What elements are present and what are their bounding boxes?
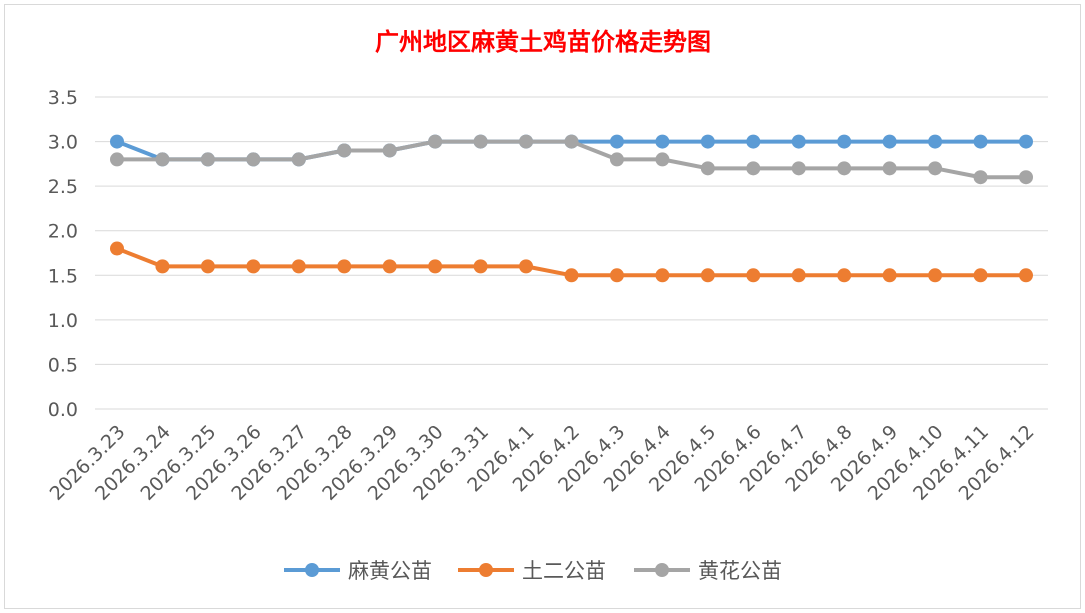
- data-point: [1019, 170, 1033, 185]
- data-point: [564, 268, 579, 283]
- data-point: [382, 143, 397, 158]
- data-point: [110, 152, 124, 167]
- data-point: [564, 134, 579, 149]
- chart-area: [4, 4, 1081, 609]
- data-point: [1019, 268, 1033, 283]
- y-tick-label: 3.5: [48, 87, 78, 109]
- data-point: [609, 152, 624, 167]
- data-point: [837, 161, 852, 176]
- y-axis-ticks: 0.0 0.5 1.0 1.5 2.0 2.5 3.0 3.5: [48, 87, 78, 421]
- data-point: [110, 241, 124, 256]
- data-point: [746, 268, 761, 283]
- chart-title: 广州地区麻黄土鸡苗价格走势图: [375, 27, 711, 56]
- data-point: [700, 134, 715, 149]
- data-point: [609, 268, 624, 283]
- y-tick-label: 3.0: [48, 132, 78, 154]
- data-point: [473, 134, 488, 149]
- legend-label: 黄花公苗: [698, 559, 782, 583]
- x-axis-ticks: 2026.3.232026.3.242026.3.252026.3.262026…: [46, 421, 1039, 505]
- data-point: [200, 152, 215, 167]
- data-point: [519, 134, 534, 149]
- legend-marker: [305, 563, 319, 577]
- data-point: [519, 259, 534, 274]
- data-point: [882, 161, 897, 176]
- data-point: [155, 152, 170, 167]
- data-point: [973, 170, 988, 185]
- data-point: [928, 161, 943, 176]
- legend-item: 黄花公苗: [634, 559, 782, 583]
- data-point: [882, 268, 897, 283]
- data-point: [382, 259, 397, 274]
- data-point: [428, 134, 443, 149]
- data-point: [655, 152, 670, 167]
- data-point: [655, 134, 670, 149]
- legend-marker: [655, 563, 669, 577]
- data-point: [746, 161, 761, 176]
- data-point: [746, 134, 761, 149]
- data-point: [791, 134, 806, 149]
- data-point: [337, 143, 352, 158]
- legend-item: 麻黄公苗: [284, 559, 432, 583]
- data-point: [837, 134, 852, 149]
- data-point: [791, 161, 806, 176]
- data-point: [791, 268, 806, 283]
- data-point: [246, 259, 261, 274]
- data-point: [928, 268, 943, 283]
- data-point: [155, 259, 170, 274]
- data-point: [246, 152, 261, 167]
- data-point: [609, 134, 624, 149]
- series-group: [110, 134, 1033, 283]
- y-tick-label: 2.5: [48, 176, 78, 198]
- data-point: [973, 268, 988, 283]
- data-point: [837, 268, 852, 283]
- data-point: [700, 161, 715, 176]
- series-2: [110, 241, 1033, 283]
- legend-item: 土二公苗: [458, 559, 606, 583]
- data-point: [655, 268, 670, 283]
- data-point: [1019, 134, 1033, 149]
- data-point: [337, 259, 352, 274]
- data-point: [973, 134, 988, 149]
- y-tick-label: 1.5: [48, 265, 78, 287]
- data-point: [291, 259, 306, 274]
- series-3: [110, 134, 1033, 185]
- data-point: [700, 268, 715, 283]
- y-tick-label: 1.0: [48, 310, 78, 332]
- legend: 麻黄公苗 土二公苗 黄花公苗: [284, 559, 782, 583]
- data-point: [110, 134, 124, 149]
- y-tick-label: 0.5: [48, 354, 78, 376]
- data-point: [291, 152, 306, 167]
- legend-label: 土二公苗: [522, 559, 606, 583]
- data-point: [473, 259, 488, 274]
- legend-marker: [479, 563, 493, 577]
- legend-label: 麻黄公苗: [348, 559, 432, 583]
- y-tick-label: 2.0: [48, 221, 78, 243]
- data-point: [882, 134, 897, 149]
- data-point: [200, 259, 215, 274]
- data-point: [928, 134, 943, 149]
- y-tick-label: 0.0: [48, 399, 78, 421]
- data-point: [428, 259, 443, 274]
